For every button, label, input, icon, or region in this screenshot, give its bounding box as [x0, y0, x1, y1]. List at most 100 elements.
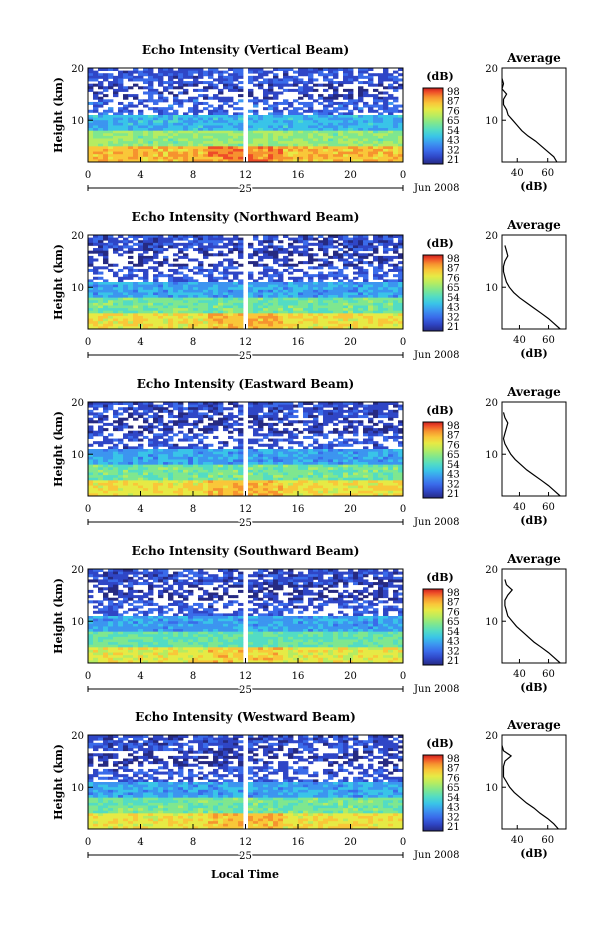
heatmap-cell — [178, 251, 183, 254]
heatmap-cell — [303, 457, 308, 460]
heatmap-cell — [288, 433, 293, 436]
heatmap-cell — [388, 131, 393, 134]
heatmap-cell — [88, 475, 93, 478]
heatmap-cell — [178, 99, 183, 102]
heatmap-cell — [128, 125, 133, 128]
heatmap-cell — [168, 144, 173, 147]
heatmap-cell — [163, 428, 168, 431]
heatmap-cell — [133, 154, 138, 157]
heatmap-cell — [248, 99, 253, 102]
heatmap-cell — [228, 120, 233, 123]
heatmap-cell — [338, 115, 343, 118]
heatmap-cell — [238, 154, 243, 157]
heatmap-cell — [373, 470, 378, 473]
heatmap-cell — [258, 311, 263, 314]
heatmap-cell — [388, 118, 393, 121]
heatmap-cell — [123, 149, 128, 152]
heatmap-cell — [168, 444, 173, 447]
heatmap-cell — [238, 303, 243, 306]
heatmap-cell — [113, 292, 118, 295]
heatmap-cell — [353, 245, 358, 248]
heatmap-cell — [393, 405, 398, 408]
heatmap-cell — [378, 115, 383, 118]
heatmap-cell — [388, 136, 393, 139]
heatmap-cell — [138, 261, 143, 264]
heatmap-cell — [268, 457, 273, 460]
heatmap-cell — [323, 287, 328, 290]
heatmap-cell — [283, 144, 288, 147]
heatmap-cell — [118, 420, 123, 423]
heatmap-cell — [123, 154, 128, 157]
heatmap-cell — [283, 462, 288, 465]
heatmap-cell — [293, 457, 298, 460]
heatmap-cell — [313, 115, 318, 118]
heatmap-cell — [193, 420, 198, 423]
heatmap-cell — [228, 264, 233, 267]
heatmap-cell — [288, 313, 293, 316]
heatmap-cell — [383, 149, 388, 152]
heatmap-cell — [328, 465, 333, 468]
heatmap-cell — [288, 141, 293, 144]
heatmap-cell — [323, 245, 328, 248]
heatmap-cell — [143, 298, 148, 301]
heatmap-cell — [108, 321, 113, 324]
heatmap-cell — [308, 149, 313, 152]
heatmap-cell — [158, 76, 163, 79]
heatmap-cell — [123, 277, 128, 280]
heatmap-cell — [88, 449, 93, 452]
panel-title: Echo Intensity (Vertical Beam) — [142, 43, 349, 57]
heatmap-cell — [103, 287, 108, 290]
heatmap-cell — [118, 287, 123, 290]
heatmap-cell — [383, 316, 388, 319]
heatmap-cell — [378, 274, 383, 277]
heatmap-cell — [363, 313, 368, 316]
heatmap-cell — [118, 110, 123, 113]
heatmap-cell — [268, 133, 273, 136]
heatmap-cell — [258, 459, 263, 462]
heatmap-cell — [118, 441, 123, 444]
heatmap-cell — [343, 428, 348, 431]
heatmap-cell — [348, 410, 353, 413]
heatmap-cell — [333, 81, 338, 84]
heatmap-cell — [338, 285, 343, 288]
heatmap-cell — [143, 157, 148, 160]
heatmap-cell — [353, 467, 358, 470]
heatmap-cell — [178, 290, 183, 293]
heatmap-cell — [103, 141, 108, 144]
heatmap-cell — [363, 470, 368, 473]
heatmap-cell — [323, 459, 328, 462]
heatmap-cell — [208, 112, 213, 115]
heatmap-cell — [228, 319, 233, 322]
heatmap-cell — [93, 300, 98, 303]
heatmap-cell — [178, 76, 183, 79]
heatmap-cell — [158, 125, 163, 128]
x-tick-label: 0 — [400, 337, 406, 348]
heatmap-cell — [343, 139, 348, 142]
heatmap-cell — [343, 285, 348, 288]
heatmap-cell — [188, 452, 193, 455]
heatmap-cell — [223, 324, 228, 327]
heatmap-cell — [238, 441, 243, 444]
heatmap-cell — [143, 457, 148, 460]
heatmap-cell — [173, 123, 178, 126]
heatmap-cell — [283, 319, 288, 322]
heatmap-cell — [268, 274, 273, 277]
heatmap-cell — [263, 248, 268, 251]
heatmap-cell — [388, 473, 393, 476]
heatmap-cell — [143, 449, 148, 452]
heatmap-cell — [353, 462, 358, 465]
heatmap-cell — [298, 459, 303, 462]
heatmap-cell — [158, 420, 163, 423]
heatmap-cell — [208, 292, 213, 295]
heatmap-cell — [158, 290, 163, 293]
heatmap-cell — [298, 89, 303, 92]
heatmap-cell — [213, 473, 218, 476]
heatmap-cell — [318, 240, 323, 243]
heatmap-cell — [383, 141, 388, 144]
heatmap-cell — [193, 444, 198, 447]
heatmap-cell — [338, 139, 343, 142]
heatmap-cell — [118, 248, 123, 251]
heatmap-cell — [148, 238, 153, 241]
heatmap-cell — [318, 157, 323, 160]
heatmap-cell — [318, 279, 323, 282]
